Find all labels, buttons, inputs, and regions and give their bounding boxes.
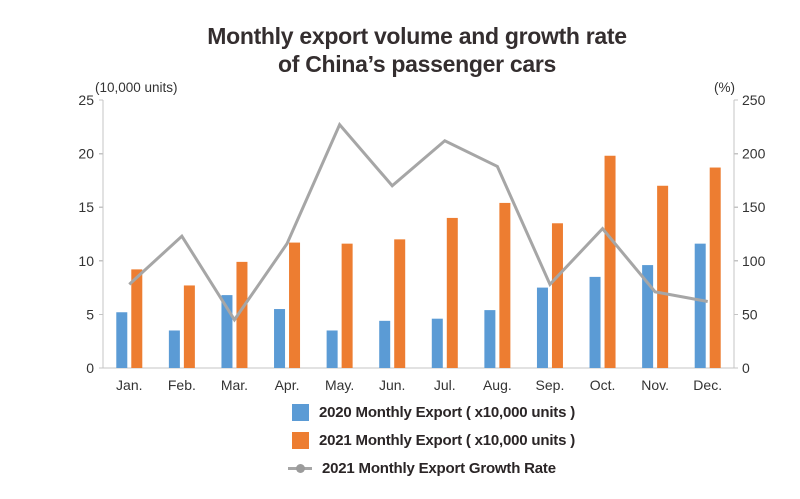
chart-legend: 2020 Monthly Export ( x10,000 units ) 202… [288, 404, 575, 488]
bar-2020-apr [274, 309, 286, 368]
x-axis-category-label: Nov. [641, 377, 669, 393]
right-axis-tick-label: 150 [742, 199, 766, 215]
bar-2021-jan [131, 269, 143, 368]
bar-2020-oct [589, 276, 601, 368]
left-axis-tick-label: 15 [78, 199, 94, 215]
bar-2021-may [341, 243, 353, 368]
legend-item-label: 2021 Monthly Export ( x10,000 units ) [319, 432, 576, 449]
bar-2021-apr [289, 242, 301, 368]
bar-2021-jun [394, 239, 406, 368]
right-axis-unit-label: (%) [714, 80, 735, 95]
chart-title-line-2: of China’s passenger cars [278, 51, 556, 77]
growth-rate-line [128, 121, 708, 323]
legend-item-0: 2020 Monthly Export ( x10,000 units ) [292, 404, 575, 421]
right-axis-tick-label: 250 [742, 92, 766, 108]
legend-item-label: 2020 Monthly Export ( x10,000 units ) [319, 404, 576, 421]
bar-2021-sep [551, 223, 563, 368]
right-axis-tick-label: 100 [742, 253, 766, 269]
bar-2020-feb [168, 330, 180, 368]
x-axis-category-label: Jan. [116, 377, 142, 393]
legend-item-2: 2021 Monthly Export Growth Rate [288, 460, 575, 477]
legend-swatch-icon [292, 404, 309, 421]
legend-item-label: 2021 Monthly Export Growth Rate [322, 460, 556, 477]
bar-2020-aug [484, 310, 496, 368]
bar-2021-mar [236, 261, 248, 368]
bar-2020-mar [221, 295, 233, 368]
bar-2021-aug [499, 202, 511, 368]
chart-title: Monthly export volume and growth rate of… [0, 22, 800, 78]
legend-line-marker-icon [288, 460, 312, 477]
legend-item-1: 2021 Monthly Export ( x10,000 units ) [292, 432, 575, 449]
x-axis-category-label: Aug. [483, 377, 512, 393]
bar-2021-jul [446, 217, 458, 368]
x-axis-category-label: Apr. [275, 377, 300, 393]
bar-2020-jun [379, 320, 391, 368]
right-axis-tick-label: 50 [742, 306, 758, 322]
x-axis-category-label: Dec. [693, 377, 722, 393]
x-axis-category-label: Sep. [536, 377, 565, 393]
bar-2021-nov [657, 185, 669, 368]
left-axis-unit-label: (10,000 units) [95, 80, 178, 95]
right-axis-tick-label: 0 [742, 360, 750, 376]
right-axis-tick-label: 200 [742, 146, 766, 162]
bar-2020-nov [642, 265, 654, 368]
bar-2020-jan [116, 312, 128, 368]
left-axis-tick-label: 20 [78, 146, 94, 162]
x-axis-category-label: Jul. [434, 377, 456, 393]
x-axis-category-label: Oct. [590, 377, 616, 393]
x-axis-category-label: Feb. [168, 377, 196, 393]
x-axis-category-label: Jun. [379, 377, 405, 393]
left-axis-tick-label: 25 [78, 92, 94, 108]
bar-2020-may [326, 330, 338, 368]
bar-2020-jul [431, 318, 443, 368]
legend-swatch-icon [292, 432, 309, 449]
bar-2020-sep [536, 287, 548, 368]
bar-2021-feb [183, 285, 195, 368]
bar-2020-dec [694, 243, 706, 368]
chart-title-line-1: Monthly export volume and growth rate [207, 23, 627, 49]
left-axis-tick-label: 0 [86, 360, 94, 376]
left-axis-tick-label: 5 [86, 306, 94, 322]
x-axis-category-label: Mar. [221, 377, 248, 393]
bar-2021-dec [709, 167, 721, 368]
left-axis-tick-label: 10 [78, 253, 94, 269]
bar-2021-oct [604, 155, 616, 368]
x-axis-category-label: May. [325, 377, 354, 393]
